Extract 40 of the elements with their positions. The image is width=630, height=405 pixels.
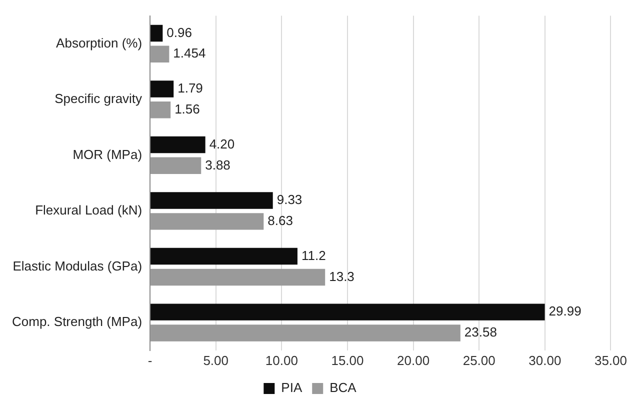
bar (150, 324, 460, 342)
bar (150, 136, 206, 154)
x-tick-label: 35.00 (594, 352, 628, 368)
bar (150, 268, 326, 286)
y-tick-label: Absorption (%) (56, 35, 142, 50)
data-label: 11.2 (301, 248, 326, 263)
y-tick-label: MOR (MPa) (72, 146, 142, 162)
data-label: 1.454 (173, 46, 206, 61)
data-label: 4.20 (209, 136, 235, 152)
y-tick-label: Flexural Load (kN) (35, 202, 142, 218)
legend-label: BCA (330, 380, 357, 396)
bar (150, 24, 163, 42)
y-tick-label: Elastic Modulas (GPa) (12, 258, 142, 274)
bar (150, 304, 545, 320)
data-label: 8.63 (268, 213, 293, 228)
bar (150, 102, 171, 118)
x-tick-label: 30.00 (528, 352, 562, 368)
data-label: 1.56 (174, 101, 200, 116)
bar (150, 46, 170, 63)
x-tick-label: 15.00 (331, 352, 364, 368)
data-label: 13.3 (329, 268, 354, 284)
y-tick-label: Specific gravity (54, 91, 143, 106)
data-label: 1.79 (178, 80, 203, 96)
data-label: 29.99 (548, 304, 582, 319)
data-label: 23.58 (464, 324, 497, 340)
y-tick-label: Comp. Strength (MPa) (12, 314, 142, 330)
bar (150, 157, 202, 174)
x-tick-label: 20.00 (397, 352, 430, 368)
legend-label: PIA (281, 380, 302, 396)
x-tick-label: 25.00 (462, 352, 496, 368)
data-label: 3.88 (205, 157, 230, 172)
x-tick-label: 5.00 (203, 352, 229, 368)
bar (150, 80, 174, 98)
bar (150, 213, 264, 230)
data-label: 9.33 (276, 192, 302, 208)
data-label: 0.96 (166, 24, 192, 40)
bar (150, 248, 298, 265)
x-tick-label: 10.00 (265, 352, 298, 368)
x-tick-label: - (148, 352, 152, 368)
bar (150, 192, 273, 209)
